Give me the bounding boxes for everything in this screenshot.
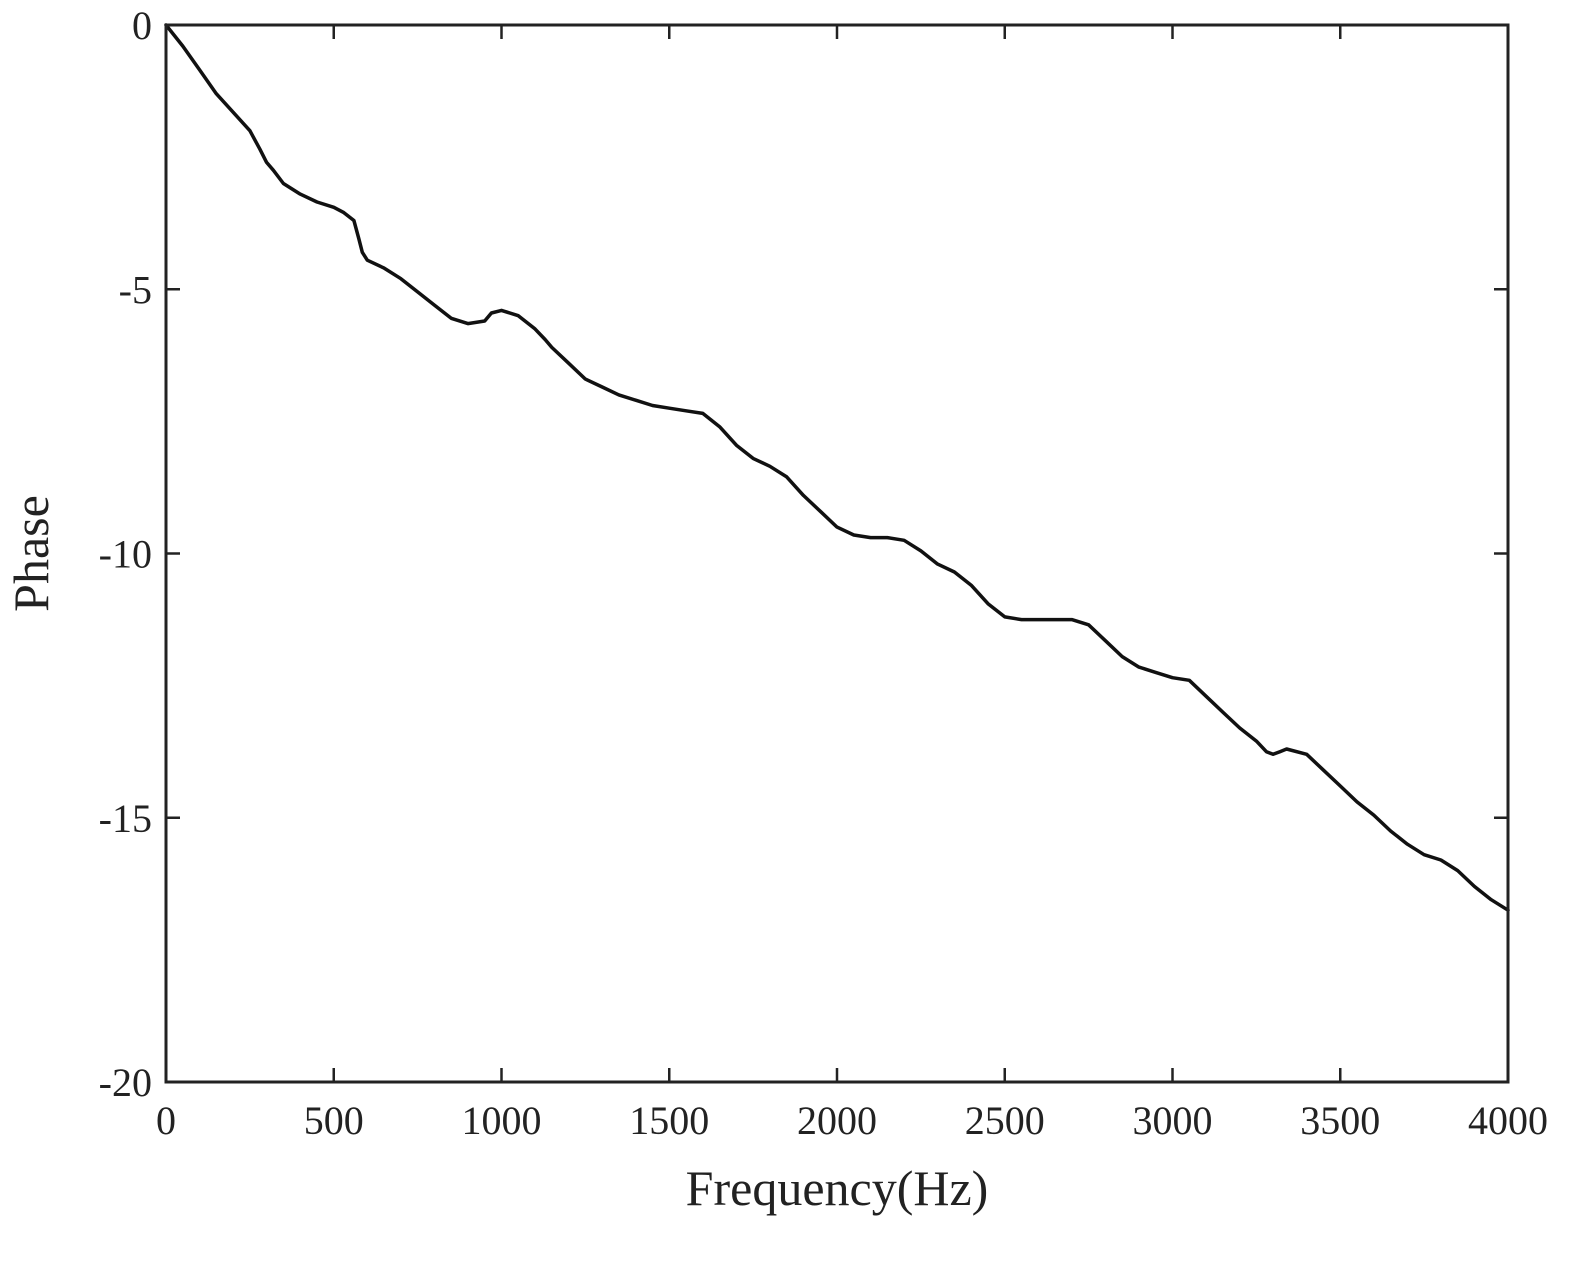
x-tick-label: 3000 <box>1133 1098 1213 1143</box>
x-tick-labels: 0 500 1000 1500 2000 2500 3000 3500 4000 <box>156 1098 1548 1143</box>
x-axis-label: Frequency(Hz) <box>686 1160 989 1216</box>
y-tick-label: -10 <box>99 532 152 577</box>
x-tick-label: 4000 <box>1468 1098 1548 1143</box>
y-tick-label: -15 <box>99 796 152 841</box>
x-tick-label: 3500 <box>1300 1098 1380 1143</box>
x-tick-label: 1500 <box>629 1098 709 1143</box>
x-tick-label: 2000 <box>797 1098 877 1143</box>
y-axis-label: Phase <box>3 495 59 612</box>
phase-series-line <box>164 23 1510 912</box>
y-tick-labels: 0 -5 -10 -15 -20 <box>99 3 152 1105</box>
x-tick-label: 0 <box>156 1098 176 1143</box>
y-tick-label: 0 <box>132 3 152 48</box>
x-tick-label: 500 <box>304 1098 364 1143</box>
axis-ticks <box>164 23 1510 1084</box>
x-tick-label: 1000 <box>462 1098 542 1143</box>
x-tick-label: 2500 <box>965 1098 1045 1143</box>
y-tick-label: -20 <box>99 1060 152 1105</box>
y-tick-label: -5 <box>119 267 152 312</box>
plot-frame <box>164 23 1510 1084</box>
